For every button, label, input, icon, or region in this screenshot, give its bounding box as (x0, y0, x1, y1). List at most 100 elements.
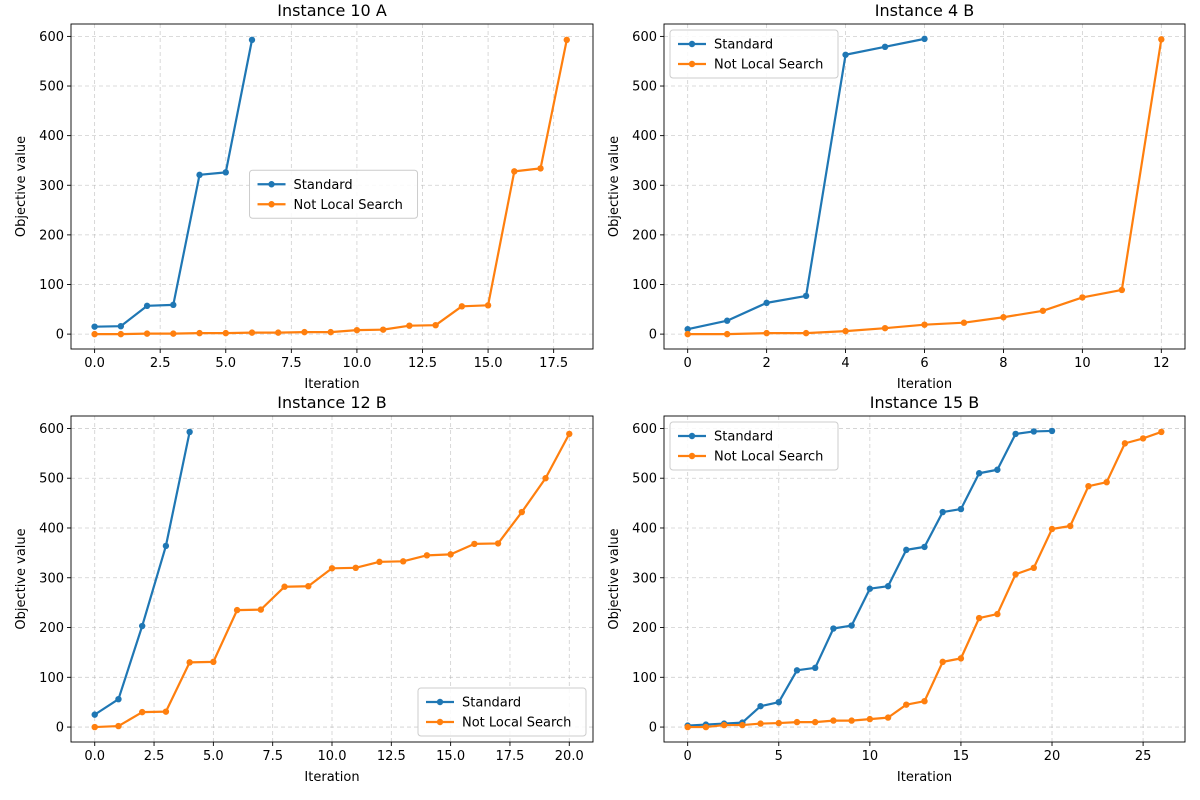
x-axis-label: Iteration (304, 377, 359, 392)
x-tick-label: 10.0 (342, 356, 371, 371)
chart-panel-4: 0 5 10 15 20 25 0 100 200 300 400 500 600 Instance 15… (607, 393, 1186, 785)
x-tick-label: 0.0 (84, 356, 105, 371)
legend-label: Standard (714, 430, 773, 445)
x-tick-label: 10 (1074, 356, 1091, 371)
data-point (884, 714, 892, 721)
y-tick-label: 500 (39, 472, 64, 487)
data-point (757, 720, 764, 727)
data-point (423, 552, 431, 559)
data-point (939, 508, 946, 516)
data-point (1012, 571, 1019, 578)
data-point (720, 721, 728, 729)
data-point (1085, 482, 1092, 490)
series-line-standard (94, 39, 254, 328)
data-point (684, 330, 691, 338)
data-point (903, 546, 910, 554)
legend-label: Standard (462, 696, 521, 711)
data-point (494, 540, 502, 547)
data-point (1030, 428, 1038, 435)
y-tick-label: 0 (649, 721, 657, 736)
legend-label: Standard (714, 38, 773, 53)
legend: Standard Not Local Search (249, 169, 419, 219)
legend: Standard Not Local Search (669, 29, 839, 79)
legend: Standard Not Local Search (417, 687, 587, 737)
chart-panel-3: 0.0 2.5 5.0 7.5 10.0 12.5 15.0 17.5 20.0 0 100 200 3… (14, 393, 594, 785)
series-line-standard (94, 431, 191, 716)
y-tick-label: 100 (39, 278, 64, 293)
data-point (830, 717, 837, 724)
legend-box (669, 421, 839, 471)
y-axis-label: Objective value (14, 528, 29, 629)
data-point (921, 321, 928, 328)
data-point (162, 542, 170, 550)
data-point (511, 168, 518, 175)
y-tick-label: 300 (39, 571, 64, 586)
legend-box (417, 687, 587, 737)
chart-title: Instance 4 B (875, 1, 974, 20)
y-tick-label: 600 (39, 422, 64, 437)
x-axis-label: Iteration (304, 770, 359, 785)
data-point (352, 564, 359, 572)
legend-marker (688, 452, 696, 460)
data-point (957, 655, 965, 662)
data-point (91, 723, 98, 731)
data-point (537, 165, 544, 172)
data-point (802, 292, 810, 300)
y-tick-label: 100 (39, 671, 64, 686)
y-tick-label: 0 (649, 328, 657, 343)
y-tick-label: 600 (39, 30, 64, 45)
y-tick-label: 400 (632, 129, 657, 144)
data-point (866, 585, 874, 592)
x-axis-label: Iteration (897, 377, 952, 392)
series-line-not-local-search (687, 430, 1162, 729)
data-point (684, 325, 691, 333)
y-tick-label: 100 (632, 278, 657, 293)
data-point (143, 330, 151, 337)
legend-marker (268, 201, 275, 208)
data-point (138, 622, 146, 630)
plot-frame (663, 415, 1186, 743)
legend-box (249, 169, 419, 219)
data-point (542, 475, 549, 482)
data-point (399, 558, 407, 565)
data-point (842, 327, 849, 335)
data-point (702, 723, 710, 731)
data-point (739, 721, 746, 729)
y-tick-label: 300 (632, 179, 657, 194)
x-tick-label: 15 (953, 749, 970, 764)
y-tick-label: 200 (632, 228, 657, 243)
y-tick-label: 200 (632, 621, 657, 636)
data-point (811, 664, 819, 672)
data-point (775, 698, 782, 706)
y-tick-label: 0 (56, 328, 64, 343)
data-point (563, 36, 570, 44)
x-tick-label: 5.0 (215, 356, 236, 371)
legend-label: Not Local Search (462, 716, 571, 731)
data-point (143, 302, 151, 310)
data-point (186, 428, 193, 436)
data-point (301, 328, 308, 336)
y-tick-label: 0 (56, 721, 64, 736)
data-point (1000, 314, 1007, 321)
y-tick-label: 600 (632, 422, 657, 437)
x-tick-label: 15.0 (436, 749, 465, 764)
data-point (921, 543, 928, 551)
x-tick-label: 2.5 (144, 749, 165, 764)
data-point (91, 323, 98, 330)
x-tick-label: 6 (920, 356, 928, 371)
data-point (802, 329, 810, 337)
data-point (484, 302, 492, 309)
data-point (458, 303, 466, 310)
data-point (196, 171, 203, 179)
data-point (566, 430, 573, 438)
data-point (975, 470, 983, 477)
x-tick-label: 0 (684, 356, 692, 371)
legend-label: Not Local Search (714, 58, 823, 73)
data-point (957, 505, 965, 513)
data-point (248, 329, 256, 336)
data-point (281, 583, 288, 590)
data-point (793, 718, 801, 726)
x-tick-label: 15.0 (474, 356, 503, 371)
y-axis-label: Objective value (607, 528, 622, 629)
